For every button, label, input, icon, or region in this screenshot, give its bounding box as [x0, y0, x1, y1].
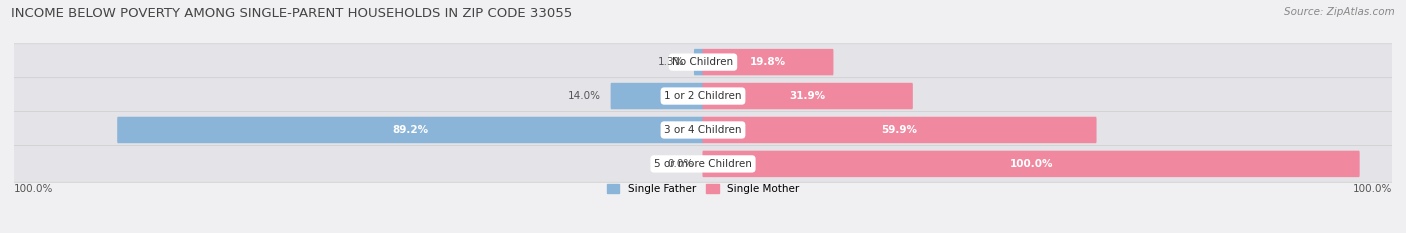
Legend: Single Father, Single Mother: Single Father, Single Mother: [603, 180, 803, 198]
FancyBboxPatch shape: [703, 151, 1360, 177]
Text: 59.9%: 59.9%: [882, 125, 918, 135]
Text: 14.0%: 14.0%: [568, 91, 602, 101]
FancyBboxPatch shape: [703, 117, 1097, 143]
Text: Source: ZipAtlas.com: Source: ZipAtlas.com: [1284, 7, 1395, 17]
Text: 0.0%: 0.0%: [666, 159, 693, 169]
Text: 3 or 4 Children: 3 or 4 Children: [664, 125, 742, 135]
FancyBboxPatch shape: [703, 49, 834, 75]
FancyBboxPatch shape: [13, 112, 1393, 148]
Text: 19.8%: 19.8%: [749, 57, 786, 67]
FancyBboxPatch shape: [703, 83, 912, 109]
Text: 100.0%: 100.0%: [1010, 159, 1053, 169]
FancyBboxPatch shape: [610, 83, 703, 109]
FancyBboxPatch shape: [13, 78, 1393, 114]
Text: 1 or 2 Children: 1 or 2 Children: [664, 91, 742, 101]
Text: 89.2%: 89.2%: [392, 125, 429, 135]
FancyBboxPatch shape: [13, 146, 1393, 182]
FancyBboxPatch shape: [695, 49, 703, 75]
Text: 31.9%: 31.9%: [790, 91, 825, 101]
Text: INCOME BELOW POVERTY AMONG SINGLE-PARENT HOUSEHOLDS IN ZIP CODE 33055: INCOME BELOW POVERTY AMONG SINGLE-PARENT…: [11, 7, 572, 20]
FancyBboxPatch shape: [117, 117, 703, 143]
Text: 5 or more Children: 5 or more Children: [654, 159, 752, 169]
FancyBboxPatch shape: [13, 44, 1393, 80]
Text: 100.0%: 100.0%: [14, 184, 53, 194]
Text: 1.3%: 1.3%: [658, 57, 685, 67]
Text: 100.0%: 100.0%: [1353, 184, 1392, 194]
Text: No Children: No Children: [672, 57, 734, 67]
